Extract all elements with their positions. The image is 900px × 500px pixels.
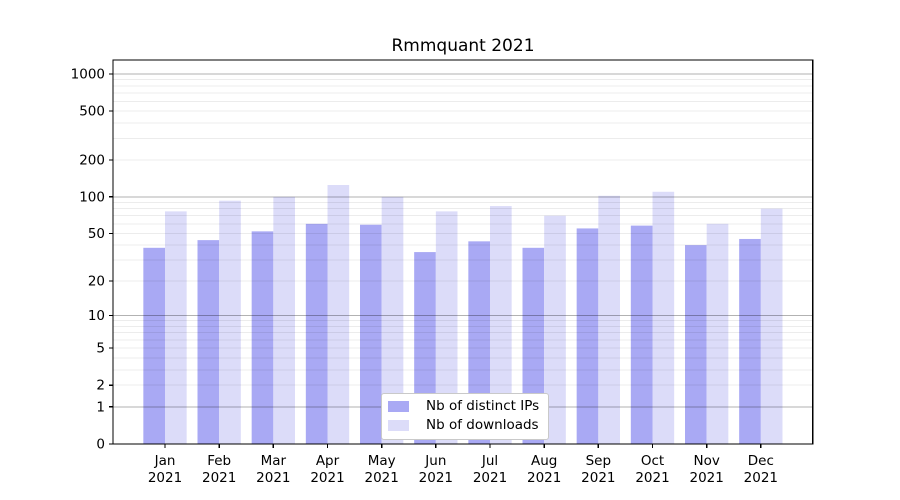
- bar-downloads: [273, 196, 296, 444]
- bar-distinct-ips: [576, 228, 599, 444]
- legend-item-distinct-ips: Nb of distinct IPs: [388, 398, 539, 415]
- bar-downloads: [165, 211, 187, 444]
- legend-label-distinct-ips: Nb of distinct IPs: [426, 398, 540, 414]
- y-axis-tick-label: 10: [88, 308, 105, 324]
- bar-downloads: [598, 195, 621, 444]
- y-axis-tick-label: 0: [96, 437, 105, 453]
- x-axis-tick-label: Oct 2021: [635, 453, 669, 486]
- x-axis-tick-label: Jan 2021: [148, 453, 182, 486]
- y-axis-tick-label: 200: [79, 152, 105, 168]
- bar-downloads: [381, 196, 404, 444]
- bar-downloads: [706, 223, 729, 444]
- legend-swatch-distinct-ips: [388, 401, 409, 412]
- x-axis-tick-label: Feb 2021: [202, 453, 236, 486]
- x-axis-tick-label: Aug 2021: [527, 453, 561, 486]
- bar-downloads: [219, 200, 241, 444]
- y-axis-tick-label: 5: [96, 341, 105, 357]
- bar-distinct-ips: [685, 245, 707, 444]
- x-axis-tick-label: Apr 2021: [310, 453, 344, 486]
- legend-item-downloads: Nb of downloads: [388, 417, 539, 434]
- y-axis-tick-label: 1: [96, 399, 105, 415]
- y-axis-tick-label: 1000: [71, 67, 105, 83]
- y-axis-tick-label: 100: [79, 189, 105, 205]
- bar-downloads: [327, 184, 350, 445]
- bar-distinct-ips: [305, 223, 328, 444]
- bar-downloads: [652, 191, 675, 444]
- bar-downloads: [490, 206, 512, 444]
- bar-distinct-ips: [251, 231, 274, 444]
- x-axis-tick-label: Jun 2021: [419, 453, 453, 486]
- x-axis-tick-label: Nov 2021: [689, 453, 723, 486]
- bar-distinct-ips: [630, 225, 653, 444]
- plot-frame: [112, 59, 814, 445]
- legend-swatch-downloads: [388, 420, 409, 431]
- chart-title: Rmmquant 2021: [391, 36, 535, 56]
- bar-downloads: [544, 215, 566, 444]
- y-axis-tick-label: 50: [88, 226, 105, 242]
- x-axis-tick-label: Sep 2021: [581, 453, 615, 486]
- bar-downloads: [435, 211, 458, 444]
- x-axis-tick-label: Mar 2021: [256, 453, 290, 486]
- y-axis-tick-label: 500: [79, 104, 105, 120]
- legend: Nb of distinct IPs Nb of downloads: [381, 393, 550, 440]
- bar-distinct-ips: [359, 224, 382, 444]
- x-axis-tick-label: Dec 2021: [744, 453, 778, 486]
- legend-label-downloads: Nb of downloads: [426, 417, 539, 433]
- bar-distinct-ips: [197, 240, 220, 444]
- bar-distinct-ips: [739, 238, 761, 444]
- bar-downloads: [760, 208, 783, 444]
- y-axis-tick-label: 2: [96, 378, 105, 394]
- bar-distinct-ips: [143, 247, 165, 444]
- y-axis-tick-label: 20: [88, 273, 105, 289]
- x-axis-tick-label: Jul 2021: [473, 453, 507, 486]
- x-axis-tick-label: May 2021: [364, 453, 398, 486]
